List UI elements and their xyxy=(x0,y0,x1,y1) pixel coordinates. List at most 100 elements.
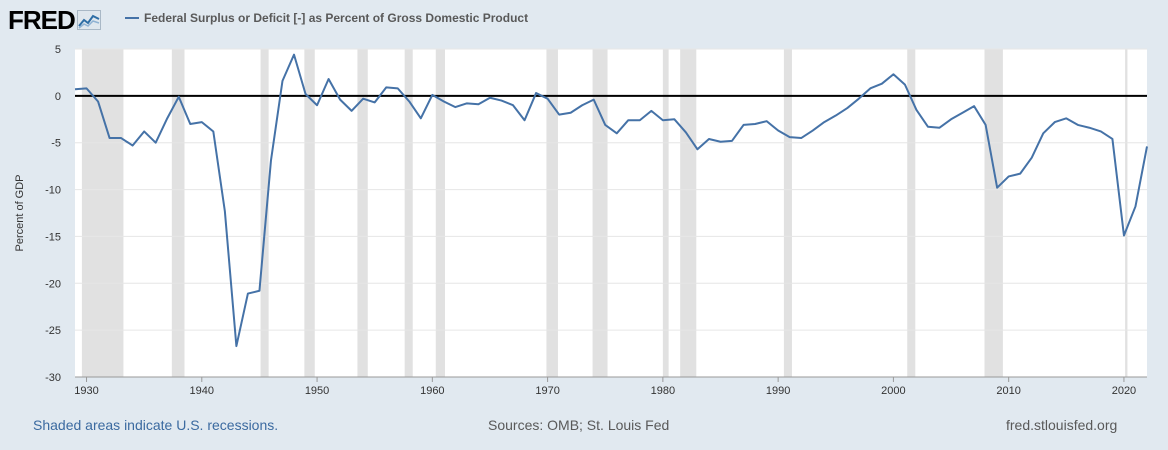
data-point xyxy=(1100,130,1102,132)
y-axis-ticks: 5 0 -5 -10 -15 -20 -25 -30 xyxy=(45,44,61,384)
recession-band xyxy=(404,49,413,377)
data-point xyxy=(1088,127,1090,129)
fred-logo-text: FRED xyxy=(8,4,76,35)
data-point xyxy=(915,109,917,111)
data-point xyxy=(97,100,99,102)
recession-band xyxy=(81,49,124,377)
data-point xyxy=(546,97,548,99)
x-tick-label: 1980 xyxy=(651,385,675,397)
data-point xyxy=(327,78,329,80)
data-point xyxy=(224,210,226,212)
data-point xyxy=(742,124,744,126)
data-point xyxy=(685,131,687,133)
data-point xyxy=(812,129,814,131)
data-point xyxy=(339,98,341,100)
y-tick-label: -20 xyxy=(45,278,61,290)
recession-bands xyxy=(81,49,1128,377)
data-point xyxy=(765,120,767,122)
data-point xyxy=(754,123,756,125)
data-point xyxy=(904,83,906,85)
data-point xyxy=(489,97,491,99)
data-point xyxy=(662,119,664,121)
x-tick-label: 1970 xyxy=(535,385,559,397)
data-point xyxy=(85,87,87,89)
data-point xyxy=(581,104,583,106)
data-point xyxy=(1146,145,1148,147)
data-point xyxy=(304,93,306,95)
data-point xyxy=(1019,172,1021,174)
y-axis-title: Percent of GDP xyxy=(14,174,26,251)
sources-note: Sources: OMB; St. Louis Fed xyxy=(488,417,670,433)
data-point xyxy=(454,106,456,108)
site-link[interactable]: fred.stlouisfed.org xyxy=(1006,417,1118,433)
y-tick-label: -25 xyxy=(45,325,61,337)
data-point xyxy=(1065,117,1067,119)
data-point xyxy=(1077,124,1079,126)
data-point xyxy=(535,92,537,94)
data-point xyxy=(616,132,618,134)
recession-band xyxy=(592,49,608,377)
data-point xyxy=(604,124,606,126)
data-point xyxy=(858,97,860,99)
data-point xyxy=(927,126,929,128)
data-point xyxy=(719,141,721,143)
data-point xyxy=(74,88,76,90)
y-tick-label: -15 xyxy=(45,231,61,243)
data-point xyxy=(512,104,514,106)
fred-logo[interactable]: FRED xyxy=(8,4,101,36)
data-point xyxy=(639,119,641,121)
data-point xyxy=(362,97,364,99)
data-point xyxy=(869,87,871,89)
data-point xyxy=(835,114,837,116)
data-point xyxy=(881,82,883,84)
data-point xyxy=(558,113,560,115)
data-point xyxy=(593,98,595,100)
data-point xyxy=(212,130,214,132)
data-point xyxy=(131,144,133,146)
data-point xyxy=(1054,121,1056,123)
x-axis-ticks: 1930 1940 1950 1960 1970 1980 1990 2000 2010 2020 xyxy=(74,376,1147,397)
data-point xyxy=(293,53,295,55)
y-tick-label: -5 xyxy=(51,138,61,150)
data-point xyxy=(466,102,468,104)
y-tick-label: -10 xyxy=(45,185,61,197)
data-point xyxy=(316,104,318,106)
data-point xyxy=(420,117,422,119)
data-point xyxy=(650,110,652,112)
recession-band xyxy=(680,49,697,377)
data-point xyxy=(443,100,445,102)
data-point xyxy=(1007,175,1009,177)
recession-band xyxy=(984,49,1003,377)
data-point xyxy=(777,129,779,131)
data-point xyxy=(1134,205,1136,207)
data-point xyxy=(108,137,110,139)
y-tick-label: -30 xyxy=(45,372,61,384)
data-point xyxy=(788,136,790,138)
data-point xyxy=(708,138,710,140)
data-point xyxy=(477,103,479,105)
legend-line-swatch xyxy=(125,17,139,19)
data-point xyxy=(166,117,168,119)
data-point xyxy=(731,140,733,142)
data-point xyxy=(189,123,191,125)
data-point xyxy=(178,96,180,98)
recession-note-link[interactable]: Shaded areas indicate U.S. recessions. xyxy=(33,417,279,433)
chart-legend[interactable]: Federal Surplus or Deficit [-] as Percen… xyxy=(125,11,528,25)
recession-band xyxy=(357,49,368,377)
data-point xyxy=(408,100,410,102)
data-point xyxy=(1123,234,1125,236)
data-point xyxy=(961,112,963,114)
data-point xyxy=(385,86,387,88)
recession-band xyxy=(171,49,185,377)
data-point xyxy=(569,112,571,114)
recession-band xyxy=(304,49,315,377)
chart-trend-icon xyxy=(76,10,101,30)
x-tick-label: 2020 xyxy=(1112,385,1136,397)
series-layer xyxy=(74,53,1148,348)
data-point xyxy=(523,119,525,121)
data-point xyxy=(996,186,998,188)
x-tick-label: 1960 xyxy=(420,385,444,397)
legend-label: Federal Surplus or Deficit [-] as Percen… xyxy=(144,11,529,25)
series-line xyxy=(74,53,1148,348)
